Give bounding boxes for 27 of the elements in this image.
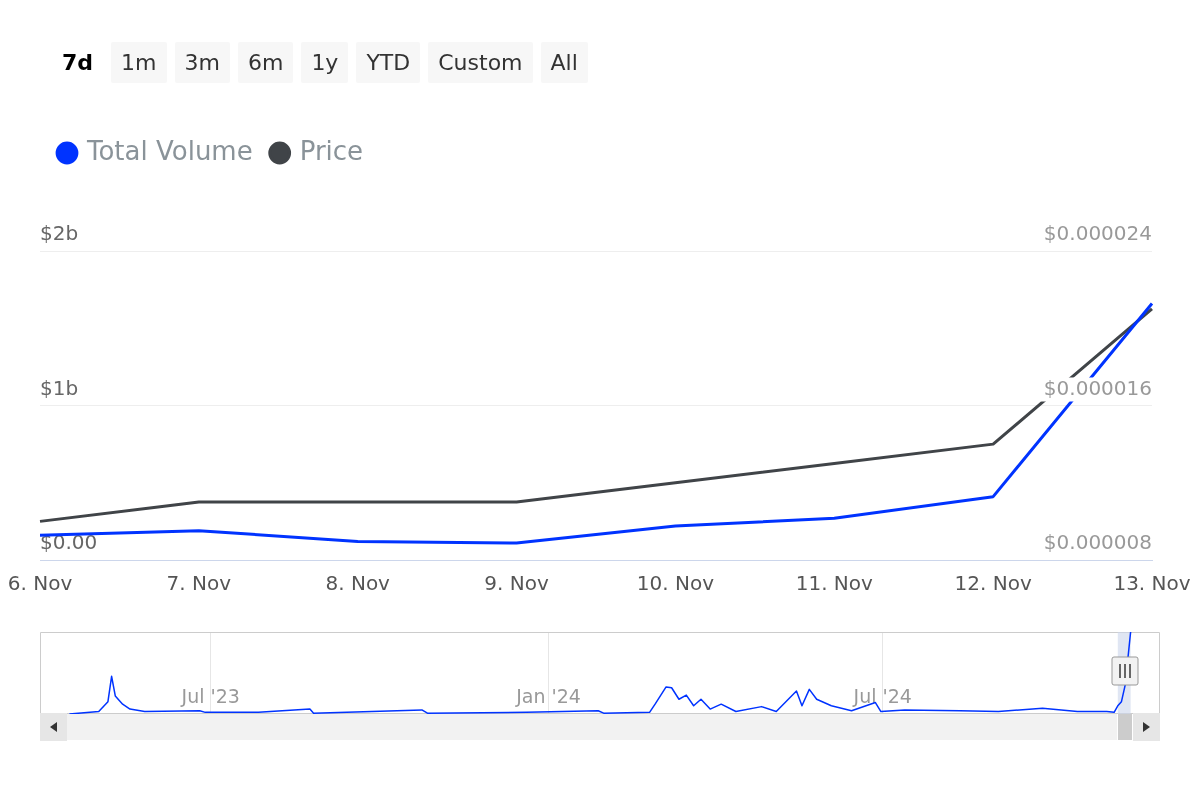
- legend-label: Total Volume: [86, 135, 253, 166]
- text: 6m: [237, 42, 294, 83]
- x-tick-label: 11. Nov: [795, 571, 874, 596]
- y-tick-label: $0.00: [40, 530, 98, 555]
- x-tick-label: Jul '24: [852, 685, 912, 708]
- x-tick-label: 12. Nov: [954, 571, 1032, 596]
- y-tick-label: $2b: [40, 221, 79, 246]
- text: 3m: [174, 42, 230, 83]
- y-tick-label: $1b: [40, 375, 79, 400]
- x-tick-label: 10. Nov: [636, 571, 715, 596]
- x-tick-label: 9. Nov: [484, 571, 549, 596]
- text: 1y: [301, 42, 349, 83]
- text: Custom: [428, 42, 533, 83]
- text: 1m: [111, 42, 167, 83]
- text: 7d: [52, 42, 104, 83]
- x-tick-label: 8. Nov: [325, 571, 391, 596]
- y2-tick-label: $0.000008: [1043, 530, 1152, 555]
- x-tick-label: 7. Nov: [166, 571, 232, 596]
- x-tick-label: Jul '23: [180, 685, 240, 708]
- text: YTD: [356, 42, 421, 83]
- y2-tick-label: $0.000024: [1043, 221, 1152, 246]
- x-tick-label: 13. Nov: [1113, 571, 1191, 596]
- x-tick-label: Jan '24: [515, 685, 581, 708]
- y2-tick-label: $0.000016: [1043, 375, 1152, 400]
- legend-label: Price: [299, 135, 364, 166]
- text: All: [540, 42, 588, 83]
- x-tick-label: 6. Nov: [7, 571, 73, 596]
